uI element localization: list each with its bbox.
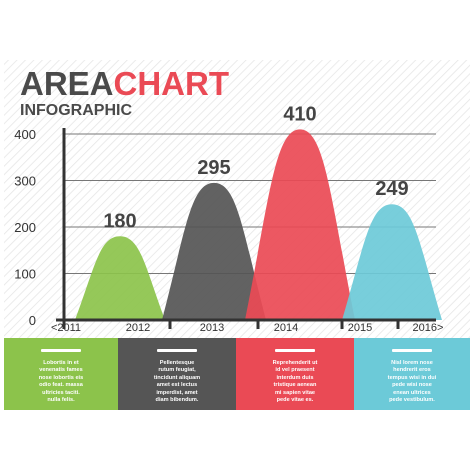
area-295: [162, 182, 266, 320]
y-tick-label: 0: [29, 313, 36, 328]
info-panel-teal: Nisl lorem nose hendrerit eros tempus wi…: [354, 338, 470, 410]
panel-text: Lobortis in et venenatis fames nose lobo…: [38, 360, 84, 404]
info-panel-gray: Pellentesque rutum feugiat, tincidunt al…: [118, 338, 236, 410]
y-tick-label: 400: [14, 127, 36, 142]
y-axis-tick-labels: 0 100 200 300 400: [14, 127, 36, 328]
area-series: [75, 129, 442, 320]
x-tick-label: 2012: [126, 322, 150, 334]
panel-divider: [41, 349, 81, 352]
x-tick-label: 2014: [274, 322, 298, 334]
panel-text: Pellentesque rutum feugiat, tincidunt al…: [153, 360, 201, 404]
panel-text: Reprehenderit ut id vel praesent interdu…: [272, 360, 318, 404]
info-panel-green: Lobortis in et venenatis fames nose lobo…: [4, 338, 118, 410]
panel-text: Nisl lorem nose hendrerit eros tempus wi…: [387, 360, 437, 404]
area-249: [342, 204, 442, 320]
y-tick-label: 200: [14, 220, 36, 235]
value-label: 249: [375, 178, 408, 200]
chart-title: AREACHART: [20, 65, 229, 102]
x-tick-label: 2015: [348, 322, 372, 334]
panel-divider: [275, 349, 315, 352]
area-180: [75, 236, 165, 320]
x-tick-label: 2013: [200, 322, 224, 334]
area-410: [245, 129, 355, 320]
panel-divider: [392, 349, 432, 352]
value-label: 180: [103, 210, 136, 232]
x-tick-label: 2016>: [413, 322, 444, 334]
x-tick-label: <2011: [51, 322, 81, 334]
y-tick-label: 100: [14, 267, 36, 282]
y-tick-label: 300: [14, 174, 36, 189]
chart-subtitle: INFOGRAPHIC: [20, 102, 132, 119]
value-labels: 180 295 410 249: [103, 103, 408, 232]
value-label: 295: [197, 157, 230, 179]
value-label: 410: [283, 103, 316, 125]
info-panel-red: Reprehenderit ut id vel praesent interdu…: [236, 338, 354, 410]
x-axis-ticks: [62, 320, 400, 329]
panel-divider: [157, 349, 197, 352]
x-axis-tick-labels: <2011 2012 2013 2014 2015 2016>: [51, 322, 443, 334]
